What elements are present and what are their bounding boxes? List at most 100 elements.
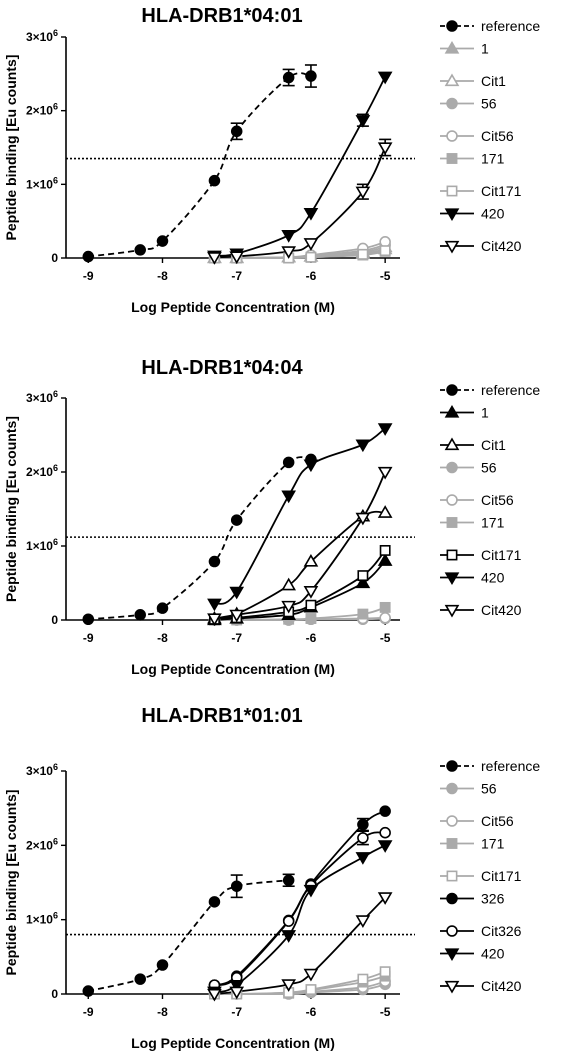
chart-panel-3: HLA-DRB1*01:01 0 1×106 2×106 3×106 -9 -8 -7 -6 -5… bbox=[3, 705, 540, 1051]
legend-marker bbox=[446, 494, 458, 506]
data-point-cit171 bbox=[305, 984, 317, 995]
chart-panel-1: HLA-DRB1*04:01 0 1×106 2×106 3×106 -9 -8 -7 -6 -5… bbox=[3, 5, 540, 315]
legend-marker bbox=[446, 185, 458, 197]
data-point-cit420 bbox=[303, 586, 319, 599]
legend-marker bbox=[446, 925, 458, 937]
data-point-reference bbox=[156, 602, 169, 614]
legend-label: Cit56 bbox=[481, 813, 514, 829]
legend-label: reference bbox=[481, 758, 540, 774]
data-point-reference bbox=[82, 613, 95, 626]
data-point-cit1 bbox=[303, 553, 319, 567]
data-point-cit56 bbox=[379, 612, 391, 624]
legend-label: 326 bbox=[481, 891, 505, 907]
data-point-326 bbox=[357, 818, 369, 831]
legend-label: Cit1 bbox=[481, 437, 506, 453]
series-line-reference bbox=[88, 879, 289, 992]
data-point-420 bbox=[303, 459, 319, 473]
data-point-cit420 bbox=[355, 512, 371, 526]
legend-marker bbox=[444, 604, 460, 618]
legend-label: Cit420 bbox=[481, 238, 522, 254]
legend-label: 171 bbox=[481, 151, 505, 167]
legend-label: 420 bbox=[481, 206, 505, 222]
legend-label: reference bbox=[481, 382, 540, 398]
data-point-cit1 bbox=[281, 577, 297, 591]
data-point-171 bbox=[305, 613, 317, 624]
legend-marker bbox=[444, 437, 460, 451]
y-tick-label: 2×106 bbox=[26, 102, 58, 118]
data-point-reference bbox=[282, 874, 295, 887]
data-point-cit420 bbox=[229, 609, 245, 623]
legend-label: 420 bbox=[481, 946, 505, 962]
data-point-171 bbox=[357, 608, 369, 620]
y-tick-label: 1×106 bbox=[26, 911, 58, 927]
y-tick-label: 2×106 bbox=[26, 463, 58, 479]
legend-label: Cit171 bbox=[481, 547, 522, 563]
chart-title: HLA-DRB1*01:01 bbox=[141, 705, 302, 727]
data-point-cit171 bbox=[357, 973, 369, 985]
data-point-326 bbox=[379, 805, 391, 817]
data-point-420 bbox=[303, 884, 319, 898]
legend-label: 171 bbox=[481, 836, 505, 852]
data-point-420 bbox=[377, 423, 393, 436]
data-point-cit420 bbox=[303, 238, 319, 251]
y-tick-label: 3×106 bbox=[26, 28, 58, 44]
data-point-cit420 bbox=[377, 892, 393, 905]
x-tick-label: -8 bbox=[157, 269, 168, 283]
x-tick-label: -9 bbox=[83, 269, 94, 283]
data-point-reference bbox=[282, 71, 295, 84]
legend-marker bbox=[446, 815, 458, 827]
x-tick-label: -9 bbox=[83, 631, 94, 645]
legend-marker bbox=[444, 948, 460, 962]
data-point-cit420 bbox=[207, 988, 222, 1002]
x-tick-label: -9 bbox=[83, 1005, 94, 1019]
data-point-cit420 bbox=[355, 186, 371, 200]
legend-marker bbox=[446, 20, 458, 32]
data-point-cit326 bbox=[379, 826, 391, 839]
series-line-reference bbox=[88, 456, 312, 621]
data-point-cit420 bbox=[229, 986, 245, 1000]
data-point-420 bbox=[355, 115, 371, 128]
chart-title: HLA-DRB1*04:04 bbox=[141, 357, 303, 379]
legend-marker bbox=[446, 838, 458, 849]
data-point-420 bbox=[281, 930, 297, 943]
data-point-cit171 bbox=[357, 570, 369, 582]
x-tick-label: -6 bbox=[306, 631, 317, 645]
data-point-cit171 bbox=[379, 966, 391, 978]
data-point-171 bbox=[379, 601, 391, 613]
x-tick-label: -6 bbox=[306, 269, 317, 283]
data-point-reference bbox=[156, 235, 169, 247]
legend-marker bbox=[444, 40, 460, 54]
data-point-cit420 bbox=[281, 600, 297, 614]
data-point-420 bbox=[355, 439, 371, 453]
legend-label: 171 bbox=[481, 515, 505, 531]
data-point-cit1 bbox=[377, 505, 393, 518]
legend-label: 1 bbox=[481, 41, 489, 57]
data-point-1 bbox=[355, 575, 371, 589]
legend-label: 56 bbox=[481, 96, 497, 112]
series-line-420 bbox=[214, 76, 386, 257]
y-axis-label: Peptide binding [Eu counts] bbox=[3, 790, 19, 976]
data-point-reference bbox=[208, 174, 221, 187]
data-point-1 bbox=[377, 553, 393, 566]
data-point-cit326 bbox=[282, 915, 295, 927]
x-axis-label: Log Peptide Concentration (M) bbox=[131, 1035, 335, 1051]
data-point-420 bbox=[377, 71, 393, 85]
series-line-cit420 bbox=[214, 471, 386, 620]
legend-marker bbox=[444, 572, 460, 586]
data-point-cit171 bbox=[305, 251, 317, 263]
data-point-reference bbox=[230, 125, 243, 138]
data-point-cit326 bbox=[357, 832, 369, 844]
legend-marker bbox=[446, 517, 458, 528]
legend-marker bbox=[446, 549, 458, 561]
x-tick-label: -7 bbox=[231, 1005, 242, 1019]
data-point-420 bbox=[229, 979, 245, 993]
data-point-420 bbox=[281, 230, 297, 243]
data-point-cit420 bbox=[281, 246, 297, 259]
legend-label: 1 bbox=[481, 405, 489, 421]
legend-marker bbox=[446, 384, 458, 396]
y-tick-label: 0 bbox=[51, 987, 58, 1001]
data-point-reference bbox=[134, 244, 146, 256]
data-point-reference bbox=[305, 70, 317, 82]
legend-marker bbox=[444, 404, 460, 418]
data-point-reference bbox=[208, 555, 221, 568]
